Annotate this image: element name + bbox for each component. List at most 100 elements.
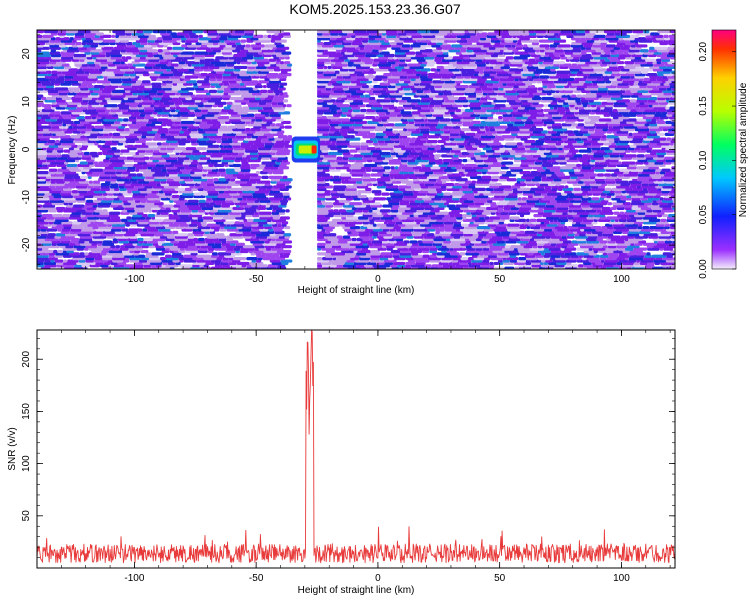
heatmap-cell (510, 245, 524, 249)
heatmap-cell (249, 163, 260, 168)
heatmap-cell (364, 163, 378, 168)
heatmap-cell (282, 192, 290, 196)
heatmap-cell (219, 228, 227, 232)
heatmap-cell (621, 161, 636, 165)
heatmap-cell (518, 257, 527, 261)
heatmap-cell (604, 187, 612, 191)
heatmap-cell (493, 266, 505, 269)
heatmap-cell (401, 96, 412, 101)
heatmap-cell (634, 235, 649, 239)
heatmap-cell (73, 204, 85, 208)
heatmap-cell (468, 264, 481, 268)
heatmap-cell (651, 254, 667, 258)
heatmap-cell (174, 233, 188, 237)
heatmap-cell (137, 237, 144, 242)
heatmap-cell (211, 254, 219, 258)
heatmap-cell (37, 230, 49, 234)
heatmap-cell (461, 127, 471, 132)
heatmap-cell (379, 209, 391, 213)
heatmap-cell (493, 261, 500, 266)
heatmap-cell (198, 199, 206, 203)
heatmap-cell (525, 261, 532, 266)
heatmap-cell (674, 250, 675, 253)
heatmap-cell (267, 235, 279, 239)
heatmap-cell (282, 175, 288, 179)
heatmap-cell (149, 218, 164, 223)
heatmap-cell (674, 111, 675, 114)
heatmap-cell (623, 154, 637, 158)
heatmap-cell (287, 135, 293, 139)
heatmap-cell (120, 245, 125, 249)
heatmap-cell (342, 235, 351, 239)
heatmap-cell (373, 197, 387, 201)
heatmap-cell (321, 247, 336, 251)
heatmap-cell (443, 192, 452, 196)
heatmap-cell (573, 130, 579, 134)
heatmap-cell (602, 252, 608, 256)
heatmap-cell (57, 249, 64, 254)
heatmap-cell (440, 144, 445, 148)
heatmap-cell (637, 225, 643, 230)
heatmap-cell (145, 142, 157, 146)
heatmap-cell (71, 190, 79, 194)
heatmap-cell (62, 247, 77, 251)
heatmap-cell (496, 223, 508, 227)
heatmap-cell (426, 233, 435, 237)
heatmap-cell (600, 147, 610, 151)
heatmap-cell (370, 249, 380, 254)
heatmap-cell (407, 242, 412, 246)
heatmap-cell (133, 144, 149, 148)
heatmap-cell (529, 237, 535, 242)
heatmap-cell (245, 127, 251, 132)
heatmap-cell (317, 257, 323, 261)
heatmap-cell (539, 75, 550, 79)
heatmap-cell (322, 233, 337, 237)
heatmap-cell (151, 252, 165, 256)
heatmap-cell (242, 106, 249, 110)
heatmap-cell (526, 225, 531, 230)
heatmap-cell (509, 216, 520, 220)
heatmap-cell (383, 259, 397, 263)
heatmap-cell (83, 151, 90, 156)
heatmap-cell (576, 163, 582, 168)
heatmap-cell (37, 204, 43, 208)
heatmap-cell (591, 197, 600, 201)
heatmap-cell (236, 261, 250, 266)
heatmap-cell (161, 242, 174, 246)
heatmap-cell (534, 127, 544, 132)
heatmap-cell (651, 266, 666, 269)
heatmap-cell (187, 199, 199, 203)
heatmap-cell (489, 261, 494, 266)
heatmap-cell (124, 221, 139, 225)
heatmap-cell (380, 252, 393, 256)
heatmap-cell (102, 209, 108, 213)
heatmap-cell (434, 154, 442, 158)
heatmap-cell (376, 223, 387, 227)
heatmap-cell (468, 257, 474, 261)
heatmap-cell (588, 116, 601, 120)
heatmap-cell (504, 266, 515, 269)
heatmap-cell (669, 190, 675, 194)
heatmap-cell (458, 96, 467, 101)
heatmap-cell (642, 242, 657, 246)
heatmap-cell (577, 123, 585, 127)
heatmap-cell (156, 142, 162, 146)
heatmap-cell (457, 259, 472, 263)
heatmap-cell (285, 209, 290, 213)
heatmap-cell (332, 218, 342, 223)
heatmap-cell (491, 175, 500, 179)
heatmap-cell (223, 221, 235, 225)
heatmap-cell (486, 233, 497, 237)
heatmap-cell (526, 218, 530, 223)
heatmap-cell (336, 235, 343, 239)
heatmap-cell (601, 225, 607, 230)
heatmap-cell (55, 206, 66, 211)
heatmap-cell (165, 264, 179, 268)
heatmap-cell (63, 149, 71, 153)
heatmap-cell (275, 237, 289, 242)
heatmap-cell (392, 261, 406, 266)
heatmap-cell (108, 132, 113, 136)
heatmap-cell (97, 151, 103, 156)
heatmap-cell (336, 156, 343, 160)
heatmap-cell (498, 116, 503, 120)
